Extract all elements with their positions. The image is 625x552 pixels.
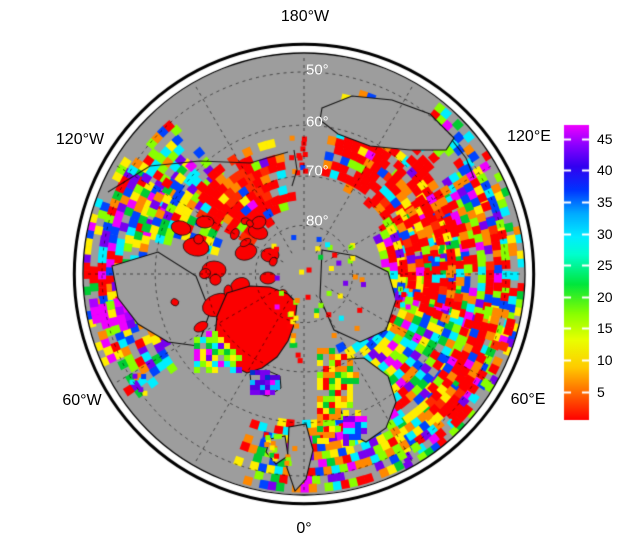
- arctic-map-figure: 180°W 120°E 60°E 0° 60°W 120°W 50° 60° 7…: [0, 0, 625, 552]
- polar-map-canvas: [0, 0, 625, 552]
